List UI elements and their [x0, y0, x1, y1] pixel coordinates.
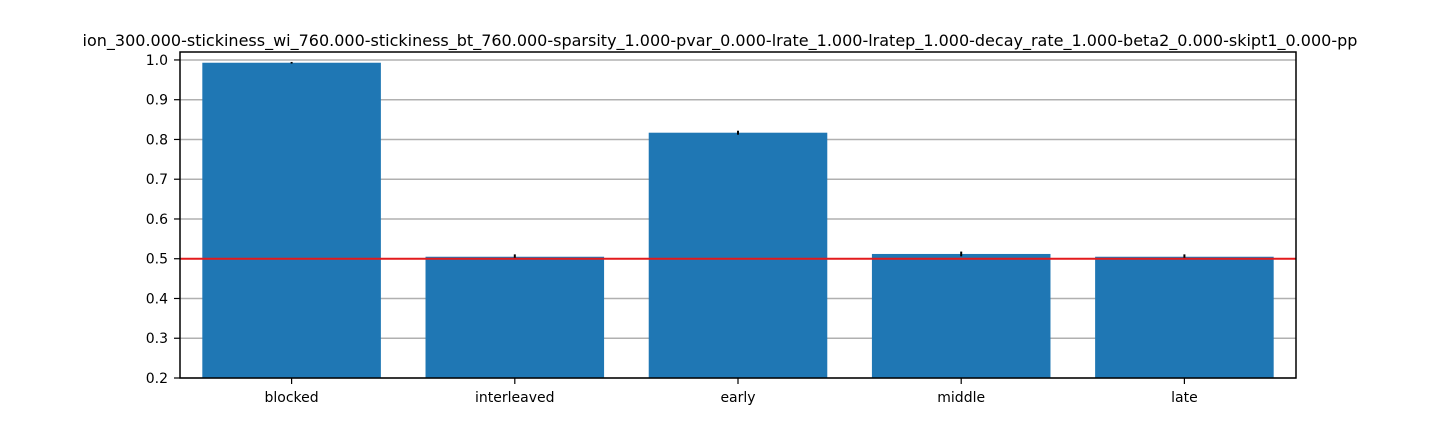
bar-interleaved [425, 256, 605, 378]
x-tick-label-blocked: blocked [265, 390, 319, 406]
x-tick-label-interleaved: interleaved [475, 390, 555, 406]
bar-middle [871, 253, 1051, 378]
bar-blocked [202, 62, 381, 379]
y-tick-label: 1.0 [146, 53, 168, 69]
y-tick-label: 0.6 [146, 212, 168, 228]
y-tick-label: 0.4 [146, 291, 168, 307]
chart-title: ion_300.000-stickiness_wi_760.000-sticki… [83, 31, 1358, 51]
y-tick-label: 0.8 [146, 132, 168, 148]
plot-frame [179, 51, 1297, 379]
bars [202, 61, 1274, 379]
y-tick-label: 0.5 [146, 252, 168, 268]
y-tick-label: 0.2 [146, 371, 168, 387]
y-tick-label: 0.9 [146, 93, 168, 109]
x-tick-label-early: early [720, 390, 755, 406]
x-tick-label-middle: middle [937, 390, 985, 406]
axes: 0.2 0.3 0.4 0.5 0.6 0.7 0.8 0.9 1.0 blocked interl… [146, 51, 1297, 406]
bar-early [648, 132, 828, 378]
y-tick-label: 0.7 [146, 172, 168, 188]
y-tick-label: 0.3 [146, 331, 168, 347]
bar-late [1095, 256, 1274, 378]
x-tick-label-late: late [1171, 390, 1198, 406]
